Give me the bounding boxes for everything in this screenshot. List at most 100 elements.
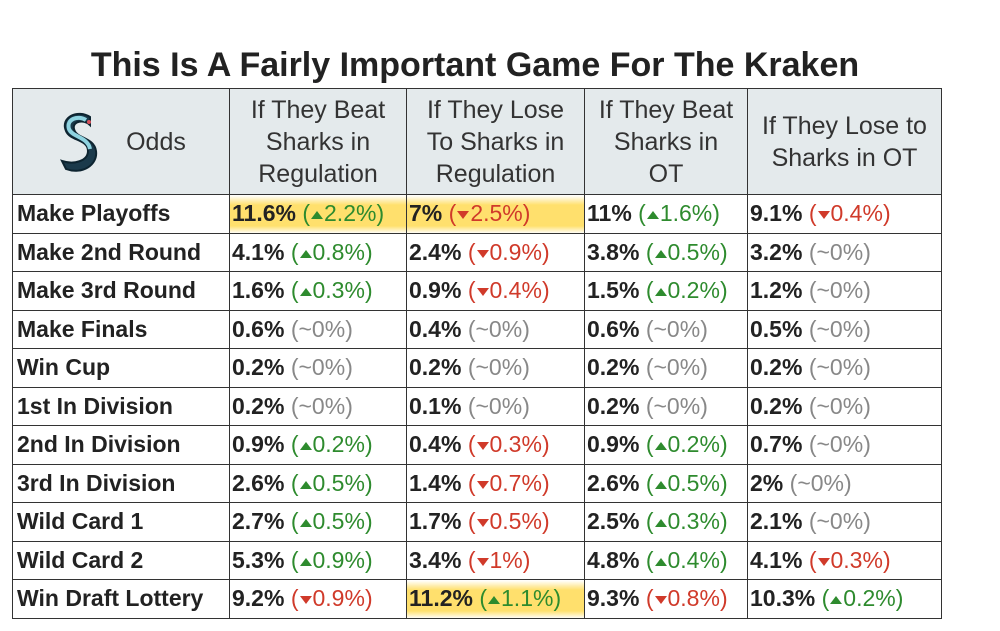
odds-change-value: 0.5% [667, 469, 720, 496]
kraken-logo-icon [60, 112, 98, 172]
odds-value: 0.7% [750, 431, 803, 458]
odds-change: (1.6%) [638, 200, 720, 227]
odds-value: 3.4% [409, 546, 462, 573]
odds-change: (2.5%) [448, 200, 531, 227]
odds-value: 9.2% [232, 585, 285, 612]
odds-change: (~0%) [467, 392, 530, 419]
odds-change: (0.2%) [645, 431, 728, 458]
page-title: This Is A Fairly Important Game For The … [90, 46, 860, 84]
up-arrow-icon [654, 557, 667, 566]
odds-value: 4.1% [750, 546, 803, 573]
odds-change: (~0%) [645, 354, 708, 381]
odds-change: (~0%) [808, 354, 871, 381]
up-arrow-icon [299, 249, 312, 258]
up-arrow-icon [646, 211, 659, 220]
odds-cell: 0.2% (~0%) [229, 348, 407, 388]
odds-change-value: 0.3% [830, 546, 883, 573]
up-arrow-icon [299, 480, 312, 489]
odds-value: 5.3% [232, 546, 285, 573]
row-label: 2nd In Division [12, 425, 230, 465]
odds-change: (0.8%) [290, 238, 373, 265]
odds-cell: 0.4% (~0%) [406, 309, 585, 349]
odds-value: 0.2% [587, 392, 640, 419]
odds-cell: 9.3% (0.8%) [584, 579, 748, 619]
odds-change: (0.4%) [467, 277, 550, 304]
down-arrow-icon [654, 596, 667, 605]
odds-cell: 2.6% (0.5%) [229, 463, 407, 503]
odds-change-value: 0.2% [667, 277, 720, 304]
odds-cell: 5.3% (0.9%) [229, 540, 407, 580]
up-arrow-icon [488, 596, 501, 605]
odds-value: 1.2% [750, 277, 803, 304]
table-row: Wild Card 2 5.3% (0.9%) 3.4% (1%) 4.8% (0.4… [12, 540, 942, 580]
row-label: Make 3rd Round [12, 271, 230, 311]
odds-value: 2.4% [409, 238, 462, 265]
row-label: Make Finals [12, 309, 230, 349]
odds-cell: 1.2% (~0%) [747, 271, 942, 311]
odds-value: 11% [587, 200, 632, 227]
down-arrow-icon [817, 211, 830, 220]
odds-value: 0.9% [587, 431, 640, 458]
odds-change: (~0%) [808, 431, 871, 458]
table-row: Make Finals 0.6% (~0%) 0.4% (~0%) 0.6% (~0%… [12, 309, 942, 349]
odds-value: 4.1% [232, 238, 285, 265]
odds-cell: 0.2% (~0%) [229, 386, 407, 426]
odds-cell: 1.5% (0.2%) [584, 271, 748, 311]
odds-table: Odds If They Beat Sharks in Regulation I… [12, 88, 942, 619]
odds-change-value: 0.4% [830, 200, 883, 227]
odds-change: (~0%) [808, 508, 871, 535]
odds-change: (0.5%) [290, 508, 373, 535]
odds-change-value: ~0% [816, 315, 864, 342]
odds-value: 11.2% [409, 585, 473, 612]
odds-value: 9.3% [587, 585, 640, 612]
odds-cell: 11.2% (1.1%) [406, 579, 585, 619]
odds-cell: 0.6% (~0%) [584, 309, 748, 349]
odds-cell: 0.2% (~0%) [747, 386, 942, 426]
odds-cell: 10.3% (0.2%) [747, 579, 942, 619]
row-label: Wild Card 2 [12, 540, 230, 580]
up-arrow-icon [830, 596, 843, 605]
odds-value: 2.6% [232, 469, 285, 496]
down-arrow-icon [476, 519, 489, 528]
table-row: Make 2nd Round 4.1% (0.8%) 2.4% (0.9%) 3.8%… [12, 232, 942, 272]
odds-value: 9.1% [750, 200, 803, 227]
odds-value: 2.5% [587, 508, 640, 535]
header-corner: Odds [12, 88, 230, 195]
column-header: If They Beat Sharks in Regulation [229, 88, 407, 195]
odds-change-value: 1.1% [501, 585, 554, 612]
odds-cell: 0.7% (~0%) [747, 425, 942, 465]
odds-cell: 0.6% (~0%) [229, 309, 407, 349]
odds-change-value: 0.3% [312, 277, 365, 304]
odds-cell: 3.8% (0.5%) [584, 232, 748, 272]
odds-value: 0.2% [750, 354, 803, 381]
odds-change-value: 2.2% [324, 200, 377, 227]
odds-value: 0.6% [587, 315, 640, 342]
up-arrow-icon [299, 288, 312, 297]
odds-change: (0.3%) [467, 431, 550, 458]
odds-cell: 2.6% (0.5%) [584, 463, 748, 503]
odds-value: 11.6% [232, 200, 296, 227]
odds-change: (0.5%) [645, 469, 728, 496]
row-label: Make 2nd Round [12, 232, 230, 272]
odds-cell: 2.1% (~0%) [747, 502, 942, 542]
odds-change-value: ~0% [816, 431, 864, 458]
down-arrow-icon [476, 249, 489, 258]
table-row: Make Playoffs 11.6% (2.2%) 7% (2.5%) 11% (1… [12, 194, 942, 234]
column-header: If They Lose To Sharks in Regulation [406, 88, 585, 195]
odds-change: (0.9%) [290, 585, 373, 612]
table-row: Win Draft Lottery 9.2% (0.9%) 11.2% (1.1%)… [12, 579, 942, 619]
odds-value: 2.1% [750, 508, 803, 535]
up-arrow-icon [654, 442, 667, 451]
odds-change-value: 0.7% [489, 469, 542, 496]
odds-change-value: 0.5% [489, 508, 542, 535]
odds-change: (0.4%) [645, 546, 728, 573]
odds-cell: 3.2% (~0%) [747, 232, 942, 272]
odds-cell: 7% (2.5%) [406, 194, 585, 234]
odds-value: 1.5% [587, 277, 640, 304]
odds-change-value: ~0% [475, 392, 523, 419]
odds-change: (0.5%) [467, 508, 550, 535]
up-arrow-icon [654, 288, 667, 297]
column-header: If They Beat Sharks in OT [584, 88, 748, 195]
down-arrow-icon [299, 596, 312, 605]
odds-change-value: 0.4% [667, 546, 720, 573]
